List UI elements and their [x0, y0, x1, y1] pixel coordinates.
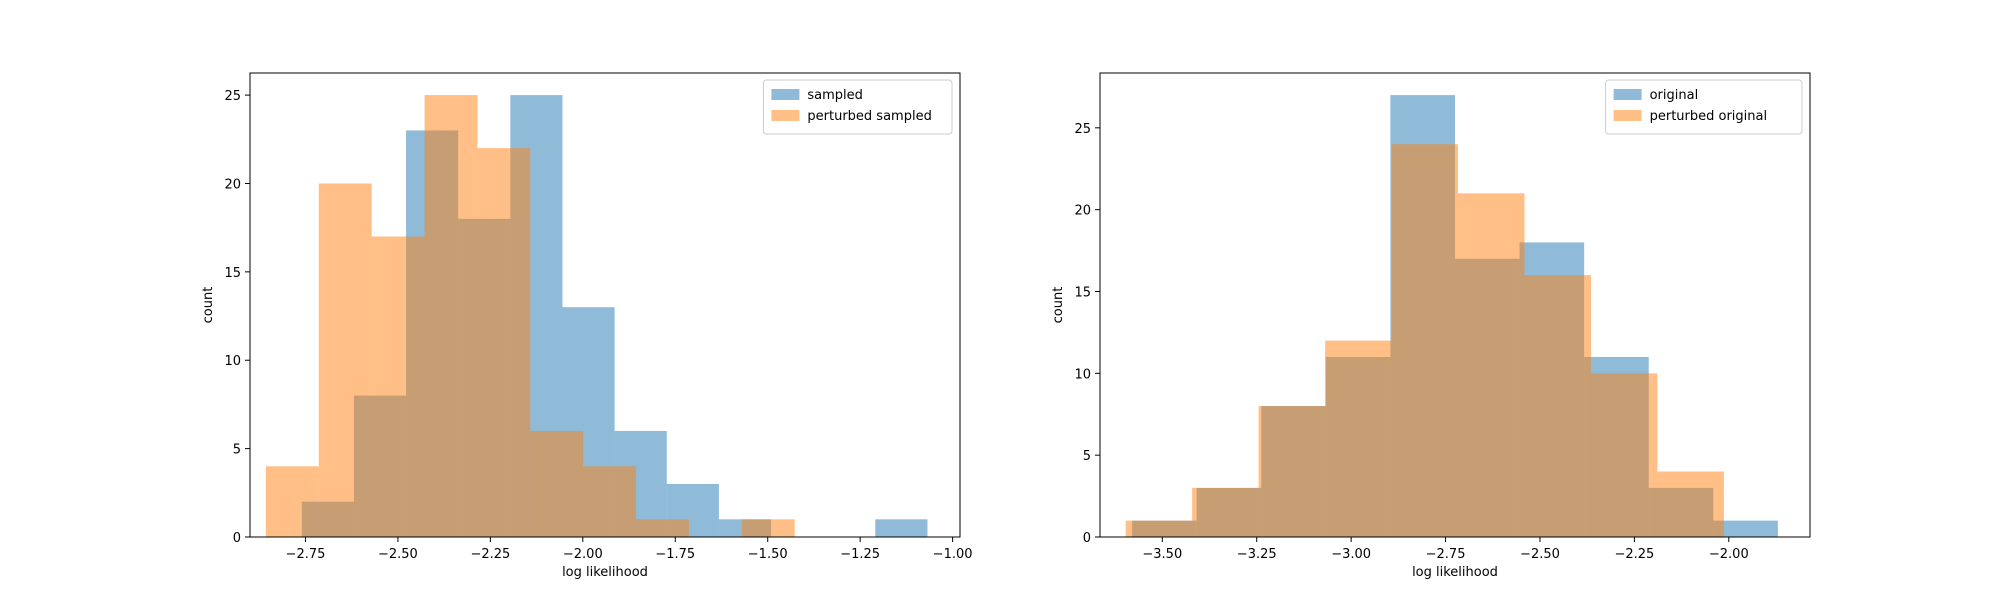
legend-label: original [1650, 88, 1699, 103]
histogram-bar [875, 519, 928, 537]
y-tick-label: 10 [1074, 367, 1091, 382]
legend: original perturbed original [1605, 79, 1803, 135]
histogram-bar [1192, 487, 1259, 537]
histogram-bar [1590, 373, 1658, 537]
histogram-bar [318, 183, 372, 537]
histogram-bar [1657, 471, 1724, 537]
histogram-bar [1258, 406, 1326, 537]
x-tick-label: −1.50 [748, 547, 788, 562]
legend-label: perturbed original [1650, 109, 1768, 124]
y-tick-label: 5 [233, 443, 241, 458]
legend-swatch [771, 110, 800, 121]
x-tick-label: −1.25 [840, 547, 880, 562]
x-tick-label: −3.50 [1142, 547, 1182, 562]
x-tick-label: −2.50 [378, 547, 418, 562]
histogram-bar [1458, 193, 1525, 537]
legend-swatch [771, 89, 800, 100]
y-tick-label: 25 [1074, 122, 1091, 137]
x-tick-label: −2.25 [470, 547, 510, 562]
legend-label: sampled [807, 88, 863, 103]
x-tick-label: −2.25 [1614, 547, 1654, 562]
legend-box [762, 79, 953, 135]
y-tick-label: 20 [224, 177, 241, 192]
y-tick-label: 10 [224, 354, 241, 369]
histogram-bar [371, 236, 425, 537]
y-axis-label: count [1051, 287, 1066, 324]
y-tick-label: 5 [1083, 449, 1091, 464]
right-histogram-panel: −3.50 −3.25 −3.00 −2.75 −2.50 −2.25 −2.00 0 5 10 1… [1051, 72, 1811, 580]
histogram-bar [636, 519, 689, 537]
x-tick-label: −2.75 [1426, 547, 1466, 562]
x-tick-label: −3.00 [1331, 547, 1371, 562]
legend-swatch [1613, 89, 1642, 100]
axes-frame [249, 72, 961, 538]
y-tick-label: 15 [1074, 285, 1091, 300]
histogram-bar [741, 519, 795, 537]
y-tick-label: 20 [1074, 204, 1091, 219]
histogram-bar [1713, 520, 1778, 537]
histogram-bar [1325, 340, 1392, 537]
histogram-bar [1391, 144, 1459, 537]
x-tick-label: −2.00 [563, 547, 603, 562]
y-tick-label: 0 [1083, 531, 1091, 546]
x-axis-label: log likelihood [1412, 565, 1498, 580]
x-tick-label: −1.00 [933, 547, 973, 562]
x-tick-label: −2.00 [1709, 547, 1749, 562]
histogram-bar [583, 466, 637, 537]
y-axis-label: count [201, 287, 216, 324]
histogram-bar [1125, 520, 1193, 537]
legend-swatch [1613, 110, 1642, 121]
histogram-bar [1524, 275, 1591, 537]
axes-frame [1099, 72, 1811, 538]
y-tick-label: 25 [224, 89, 241, 104]
legend-box [1605, 79, 1803, 135]
histogram-bar [530, 430, 584, 537]
histogram-bar [265, 466, 319, 537]
x-tick-label: −1.75 [655, 547, 695, 562]
x-tick-label: −2.75 [286, 547, 326, 562]
x-tick-label: −3.25 [1237, 547, 1277, 562]
x-tick-label: −2.50 [1520, 547, 1560, 562]
y-tick-label: 15 [224, 266, 241, 281]
histogram-bar [477, 148, 531, 537]
y-tick-label: 0 [233, 531, 241, 546]
histogram-bar [424, 95, 478, 537]
series-1-bars [1125, 144, 1724, 537]
legend: sampled perturbed sampled [762, 79, 953, 135]
left-histogram-panel: −2.75 −2.50 −2.25 −2.00 −1.75 −1.50 −1.25 −1.00… [201, 72, 973, 580]
legend-label: perturbed sampled [807, 109, 931, 124]
series-1-bars [265, 95, 795, 537]
x-axis-label: log likelihood [562, 565, 648, 580]
